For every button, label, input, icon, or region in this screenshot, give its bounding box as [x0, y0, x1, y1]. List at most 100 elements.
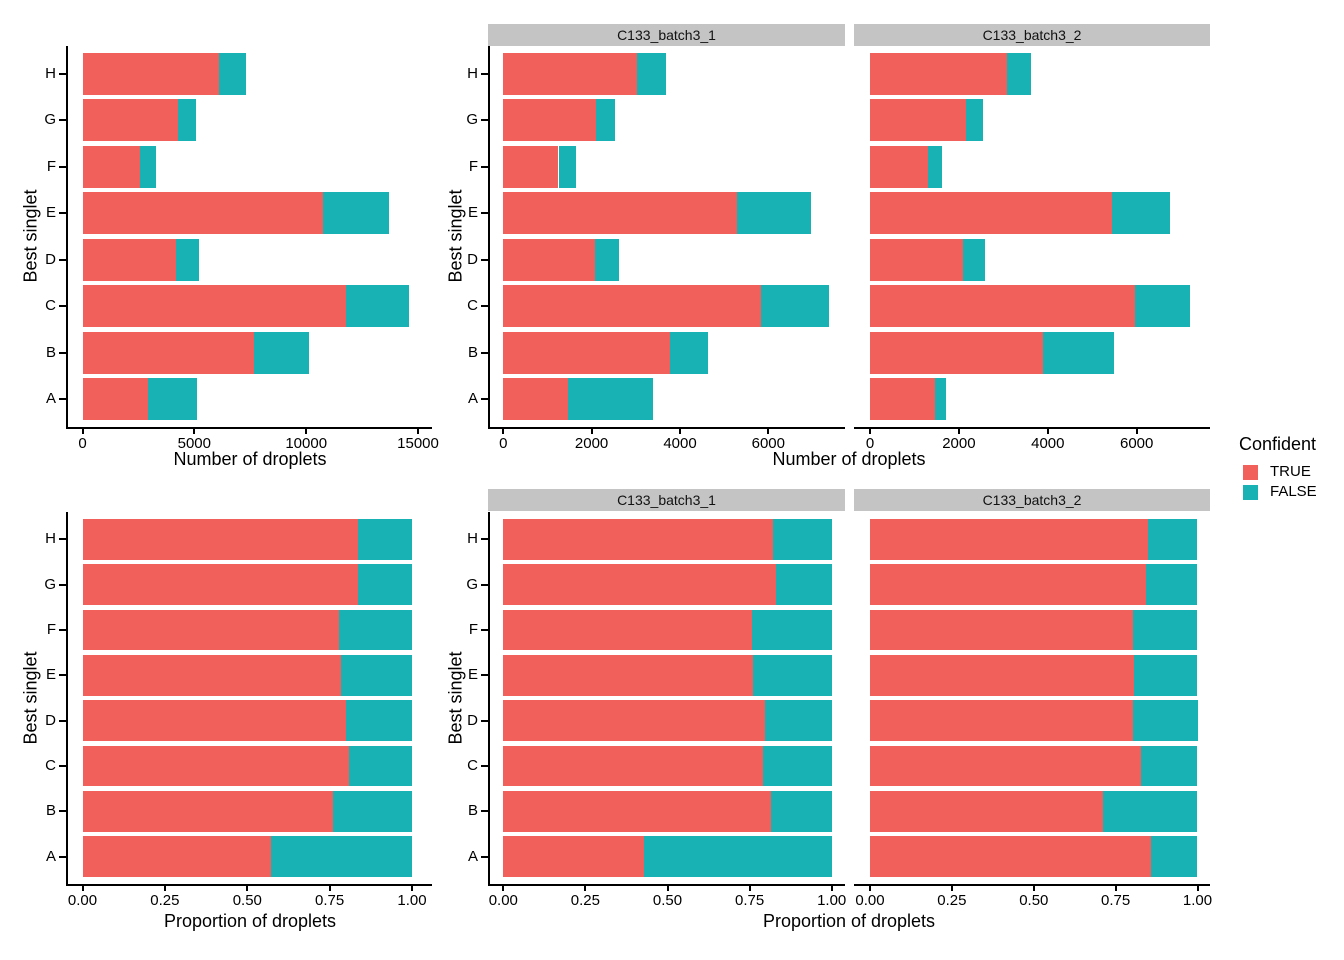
x-tick-label: 0.25 [937, 892, 967, 909]
x-axis-title-prop-facets: Proportion of droplets [762, 911, 936, 931]
y-tick-label: D [45, 711, 56, 729]
bar-segment-false [772, 518, 832, 560]
legend-title: Confident [1239, 434, 1317, 454]
x-tick-mark [411, 886, 413, 891]
bar-segment-true [82, 238, 176, 281]
y-tick-mark [59, 305, 66, 308]
x-tick-label: 15000 [397, 435, 439, 452]
bar-segment-false [965, 99, 984, 142]
bar-segment-false [1112, 192, 1171, 235]
x-tick-mark [502, 429, 505, 434]
x-tick-label: 2000 [942, 435, 976, 452]
x-tick-mark [193, 429, 196, 434]
x-axis-line [854, 427, 1210, 429]
x-tick-mark [767, 429, 770, 434]
bar-segment-true [82, 700, 347, 742]
x-tick-label: 10000 [285, 435, 328, 452]
bar-segment-false [1006, 53, 1032, 95]
x-tick-label: 0.25 [570, 892, 600, 909]
y-tick-mark [481, 719, 488, 722]
bar-segment-true [82, 145, 140, 188]
y-tick-mark [59, 119, 66, 122]
y-tick-label: D [467, 711, 478, 729]
facet-strip-bottom-batch2: C133_batch3_2 [854, 489, 1210, 511]
x-tick-mark [950, 886, 953, 891]
y-tick-mark [481, 583, 488, 586]
y-tick-label: C [45, 757, 56, 774]
y-axis-title-bottom-facets: Best singlet [445, 651, 466, 745]
bar-segment-true [82, 53, 219, 95]
legend-swatch-false [1243, 484, 1258, 500]
x-tick-label: 0 [865, 435, 875, 452]
bar-segment-true [503, 238, 596, 281]
bar-segment-false [644, 836, 832, 878]
bar-segment-true [870, 53, 1007, 95]
bar-segment-false [1147, 518, 1198, 560]
bar-segment-true [870, 518, 1148, 560]
bar-segment-false [139, 145, 156, 188]
bar-segment-true [870, 836, 1152, 878]
bar-segment-false [340, 654, 412, 696]
y-tick-mark [481, 398, 488, 401]
y-tick-label: D [45, 250, 56, 268]
bar-segment-true [870, 99, 966, 142]
bar-segment-false [1132, 609, 1198, 651]
x-tick-mark [1196, 886, 1199, 891]
x-tick-mark [748, 886, 751, 891]
bar-segment-true [82, 791, 333, 832]
bar-segment-true [503, 609, 753, 651]
bar-segment-true [870, 192, 1113, 235]
facet-strip-label: C133_batch3_2 [982, 492, 1082, 508]
bar-segment-true [82, 609, 340, 651]
x-tick-label: 2000 [574, 435, 609, 452]
x-axis-title-prop-left: Proportion of droplets [163, 911, 337, 931]
y-tick-label: G [44, 111, 56, 129]
x-axis-line [66, 427, 432, 429]
bar-segment-true [870, 331, 1044, 374]
y-tick-label: D [467, 250, 478, 268]
x-tick-label: 0 [78, 435, 87, 452]
bar-segment-true [870, 378, 935, 420]
bar-segment-false [1151, 836, 1198, 878]
bar-segment-false [254, 331, 309, 374]
facet-strip-bottom-batch1: C133_batch3_1 [488, 489, 845, 511]
bar-segment-false [762, 745, 832, 787]
y-tick-mark [481, 72, 488, 75]
x-tick-mark [163, 886, 166, 891]
bar-segment-true [503, 145, 559, 188]
bar-segment-true [870, 654, 1135, 696]
bar-segment-true [82, 285, 347, 328]
x-tick-label: 1.00 [397, 892, 427, 909]
y-tick-mark [59, 212, 66, 215]
bar-segment-false [567, 378, 654, 420]
bar-segment-false [1134, 654, 1198, 696]
y-tick-mark [59, 258, 66, 261]
facet-strip-label: C133_batch3_1 [617, 27, 716, 43]
bar-segment-true [503, 700, 765, 742]
x-tick-mark [417, 429, 419, 434]
bar-segment-false [595, 238, 619, 281]
bar-segment-true [82, 378, 148, 420]
y-axis-title-top-facets: Best singlet [445, 189, 466, 283]
y-axis-title-top-left: Best singlet [20, 189, 41, 283]
facet-strip-top-batch2: C133_batch3_2 [854, 24, 1210, 46]
bar-segment-false [1133, 700, 1198, 742]
bar-segment-true [870, 238, 963, 281]
y-tick-mark [481, 258, 488, 261]
y-tick-mark [59, 72, 66, 75]
bar-segment-false [775, 564, 832, 605]
bar-segment-false [737, 192, 811, 235]
x-tick-label: 0.00 [67, 892, 98, 909]
y-tick-mark [481, 212, 488, 215]
x-tick-mark [869, 429, 871, 434]
bar-segment-false [934, 378, 946, 420]
bar-segment-true [82, 99, 178, 142]
y-tick-mark [59, 765, 66, 767]
bar-segment-false [339, 609, 412, 651]
legend: Confident TRUE FALSE [1239, 434, 1317, 502]
y-tick-label: G [466, 111, 478, 129]
bar-segment-false [358, 564, 412, 605]
y-tick-label: C [467, 297, 478, 315]
bar-segment-true [82, 192, 323, 235]
bar-segment-false [346, 285, 409, 328]
